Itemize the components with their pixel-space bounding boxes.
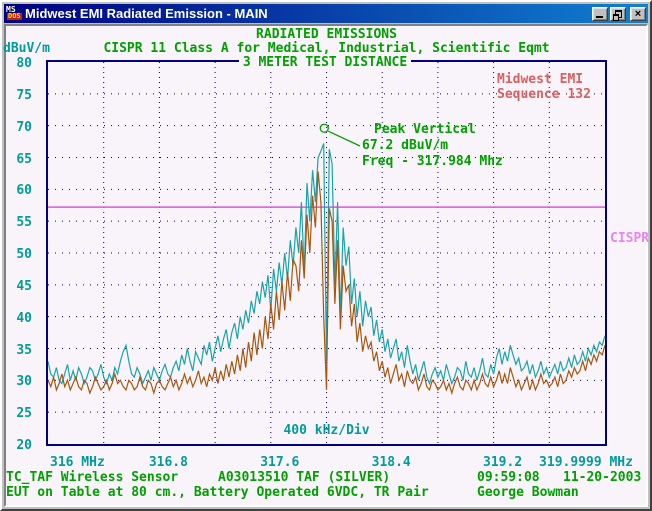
lab-sequence-label: Midwest EMI Sequence 132 [497,72,591,102]
x-tick-label: 317.6 [260,455,300,470]
plot-area [46,60,607,446]
x-tick-label: 319.9999 MHz [539,455,633,470]
chart-client-area: RADIATED EMISSIONS dBuV/m CISPR 11 Class… [3,24,650,507]
ms-dos-icon-top: MS [6,5,16,14]
y-tick-label: 60 [16,183,32,199]
ms-dos-icon[interactable]: MS DOS [6,6,22,21]
eut-serial: A03013510 TAF (SILVER) [218,470,391,485]
average-trace [48,171,605,396]
y-tick-label: 20 [16,438,32,453]
chart-subtitle: CISPR 11 Class A for Medical, Industrial… [103,41,550,56]
x-tick-label: 319.2 [483,455,523,470]
restore-icon [613,9,622,21]
y-tick-label: 35 [16,342,32,358]
test-time: 09:59:08 [477,470,540,485]
peak-annotation-line3: Freq - 317.984 Mhz [362,154,503,169]
peak-leader-line [327,130,361,147]
lab-name: Midwest EMI [497,72,584,87]
y-tick-label: 25 [16,406,32,422]
operator-name: George Bowman [477,485,579,500]
peak-annotation-line2: 67.2 dBuV/m [362,138,449,153]
restore-button[interactable] [610,6,626,21]
y-tick-label: 45 [16,278,32,294]
close-icon: × [634,7,642,20]
y-axis-unit-label: dBuV/m [3,41,50,56]
chart-title: RADIATED EMISSIONS [256,27,397,42]
titlebar[interactable]: MS DOS Midwest EMI Radiated Emission - M… [4,4,648,23]
frequency-div-label: 400 kHz/Div [283,423,370,438]
y-axis-tick-labels: 80 75 70 65 60 55 50 45 40 35 30 25 20 [3,26,32,486]
y-tick-label: 80 [16,56,32,71]
test-distance-label: 3 METER TEST DISTANCE [145,55,505,70]
y-tick-label: 55 [16,215,32,231]
window-title: Midwest EMI Radiated Emission - MAIN [25,6,268,21]
y-tick-label: 65 [16,151,32,167]
y-tick-label: 40 [16,310,32,326]
peak-annotation-line1: Peak Vertical [374,122,476,137]
ms-dos-icon-bottom: DOS [7,12,22,20]
x-tick-label: 316.8 [148,455,188,470]
peak-vertical-trace [48,143,605,386]
emission-chart [48,62,605,444]
sequence-number: Sequence 132 [497,87,591,102]
x-tick-label: 316 MHz [50,455,105,470]
y-tick-label: 30 [16,374,32,390]
x-axis-tick-labels: 316 MHz 316.8 317.6 318.4 319.2 319.9999 MHz [48,455,633,471]
test-date: 11-20-2003 [563,470,642,485]
eut-name: TC_TAF Wireless Sensor [6,470,179,485]
minimize-button[interactable] [592,6,608,21]
y-tick-label: 70 [16,119,32,135]
y-tick-label: 50 [16,247,32,262]
close-button[interactable]: × [630,6,646,21]
peak-marker-icon [319,123,329,133]
test-setup-note: EUT on Table at 80 cm., Battery Operated… [6,485,429,500]
cispr-limit-label: CISPR [610,231,650,246]
y-tick-label: 75 [16,87,32,103]
minimize-icon [596,15,603,18]
x-tick-label: 318.4 [371,455,411,470]
